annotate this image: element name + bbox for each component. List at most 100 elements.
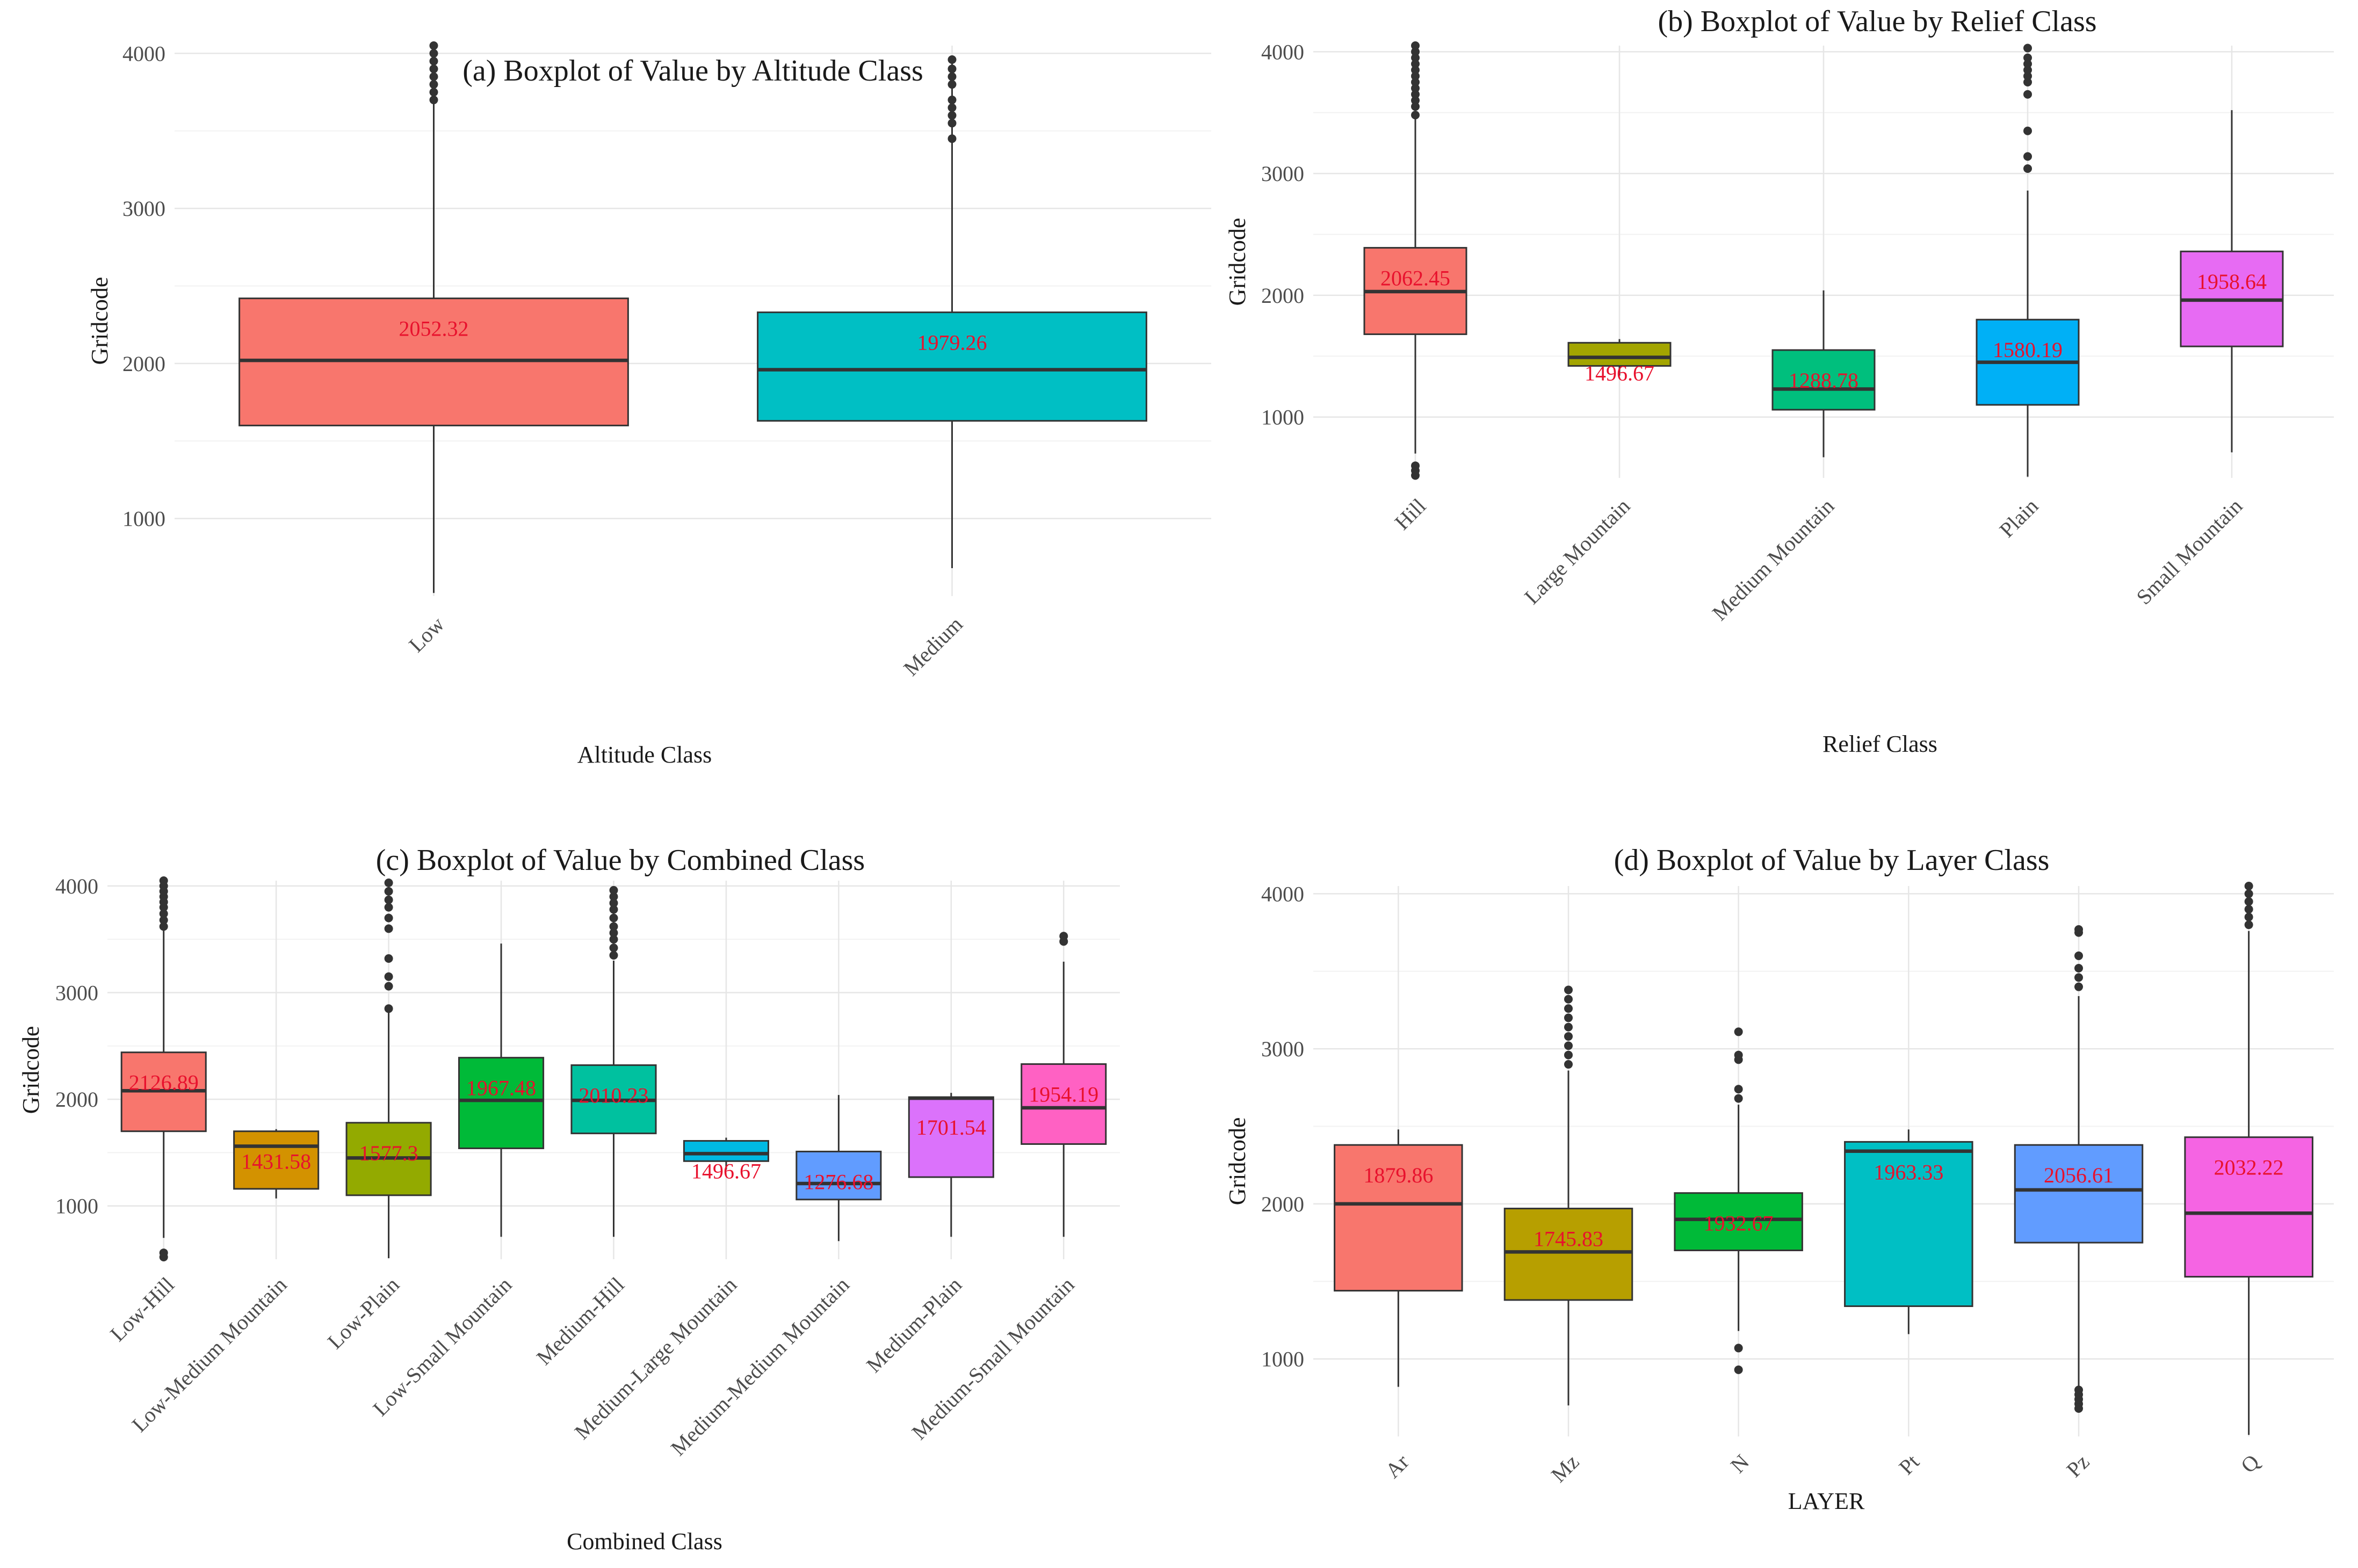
box-iqr: [1021, 1063, 1107, 1145]
box-iqr: [1567, 342, 1672, 367]
box-large-mountain: 1496.67: [1567, 339, 1672, 385]
outlier-point: [2023, 164, 2032, 173]
box-hill: 2062.45: [1363, 41, 1467, 480]
outlier-point: [384, 982, 393, 991]
outlier-point: [609, 943, 618, 953]
outlier-point: [947, 103, 957, 112]
outlier-point: [2023, 43, 2032, 53]
outlier-point: [2074, 964, 2083, 973]
mean-label: 1963.33: [1874, 1160, 1943, 1184]
mean-label: 1879.86: [1363, 1163, 1433, 1187]
box-medium-small-mountain: 1954.19: [1021, 932, 1107, 1237]
box-mz: 1745.83: [1503, 985, 1633, 1406]
outlier-point: [1411, 71, 1420, 81]
x-tick-label: Pt: [1894, 1450, 1923, 1479]
outlier-point: [2023, 60, 2032, 69]
outlier-point: [1411, 90, 1420, 99]
x-tick-label: Medium Mountain: [1708, 494, 1839, 626]
outlier-point: [384, 954, 393, 963]
outlier-point: [947, 72, 957, 81]
outlier-point: [1564, 1032, 1573, 1041]
box-iqr: [233, 1130, 320, 1190]
outlier-point: [1564, 1041, 1573, 1050]
outlier-point: [1411, 84, 1420, 93]
outlier-point: [384, 878, 393, 887]
mean-label: 1932.67: [1704, 1211, 1774, 1236]
outlier-point: [947, 111, 957, 120]
outlier-point: [1059, 932, 1068, 941]
x-axis-title: LAYER: [1788, 1488, 1865, 1514]
outlier-point: [1564, 1004, 1573, 1013]
panel-d: (d) Boxplot of Value by Layer Class 1000 2…: [1224, 844, 2334, 1514]
box-iqr: [795, 1150, 882, 1201]
outlier-point: [2074, 925, 2083, 934]
outlier-point: [1411, 102, 1420, 111]
outlier-point: [1411, 461, 1420, 470]
outlier-point: [947, 55, 957, 64]
box-ar: 1879.86: [1334, 1129, 1463, 1387]
y-tick-label: 4000: [1261, 882, 1304, 906]
outlier-point: [384, 887, 393, 896]
outlier-point: [2023, 152, 2032, 161]
mean-label: 1967.48: [466, 1076, 536, 1100]
box-iqr: [1771, 349, 1876, 411]
mean-label: 1958.64: [2197, 270, 2267, 294]
outlier-point: [2244, 920, 2253, 930]
box-iqr: [2184, 1136, 2313, 1278]
outlier-point: [429, 49, 438, 58]
chart-title: (d) Boxplot of Value by Layer Class: [1614, 844, 2050, 877]
box-medium: 1979.26: [757, 55, 1147, 569]
outlier-point: [947, 134, 957, 143]
outlier-point: [1564, 994, 1573, 1004]
outlier-point: [384, 924, 393, 933]
outlier-point: [429, 72, 438, 81]
outlier-point: [2244, 905, 2253, 914]
x-tick-label: Low-Hill: [105, 1273, 179, 1346]
outlier-point: [1734, 1027, 1743, 1036]
y-tick-label: 3000: [1261, 1037, 1304, 1061]
outlier-point: [429, 41, 438, 50]
y-tick-label: 3000: [55, 981, 98, 1005]
mean-label: 2056.61: [2044, 1163, 2114, 1187]
x-tick-label: N: [1726, 1450, 1754, 1478]
box-iqr: [683, 1140, 769, 1162]
mean-label: 1276.68: [804, 1170, 873, 1194]
outlier-point: [1564, 1013, 1573, 1022]
outlier-point: [429, 56, 438, 66]
mean-label: 1431.58: [241, 1150, 311, 1174]
outlier-point: [609, 892, 618, 901]
box-plain: 1580.19: [1976, 43, 2080, 477]
outlier-point: [1734, 1094, 1743, 1103]
x-tick-label: Ar: [1380, 1450, 1414, 1483]
mean-label: 1745.83: [1534, 1227, 1603, 1251]
outlier-point: [1734, 1085, 1743, 1094]
outlier-point: [947, 64, 957, 74]
grid: [1313, 886, 2334, 1436]
outlier-point: [1734, 1365, 1743, 1374]
outlier-point: [609, 913, 618, 923]
outlier-point: [2074, 982, 2083, 991]
outlier-point: [159, 909, 168, 918]
outlier-point: [947, 80, 957, 89]
x-axis-title: Combined Class: [567, 1528, 722, 1555]
outlier-point: [159, 916, 168, 925]
outlier-point: [2074, 951, 2083, 960]
outlier-point: [2023, 66, 2032, 75]
outlier-point: [609, 928, 618, 938]
outlier-point: [1564, 1022, 1573, 1032]
outlier-point: [429, 88, 438, 97]
mean-label: 1577.3: [359, 1141, 418, 1165]
box-low-small-mountain: 1967.48: [458, 943, 545, 1237]
y-tick-label: 2000: [1261, 284, 1304, 308]
outlier-point: [159, 922, 168, 931]
mean-label: 1954.19: [1029, 1083, 1098, 1107]
outlier-point: [609, 935, 618, 944]
box-q: 2032.22: [2184, 882, 2313, 1435]
outlier-point: [1411, 47, 1420, 56]
outlier-point: [429, 80, 438, 89]
outlier-point: [2023, 126, 2032, 135]
outlier-point: [2244, 897, 2253, 906]
y-tick-label: 3000: [1261, 162, 1304, 186]
mean-label: 2032.22: [2214, 1156, 2284, 1180]
x-axis-title: Relief Class: [1822, 731, 1937, 757]
